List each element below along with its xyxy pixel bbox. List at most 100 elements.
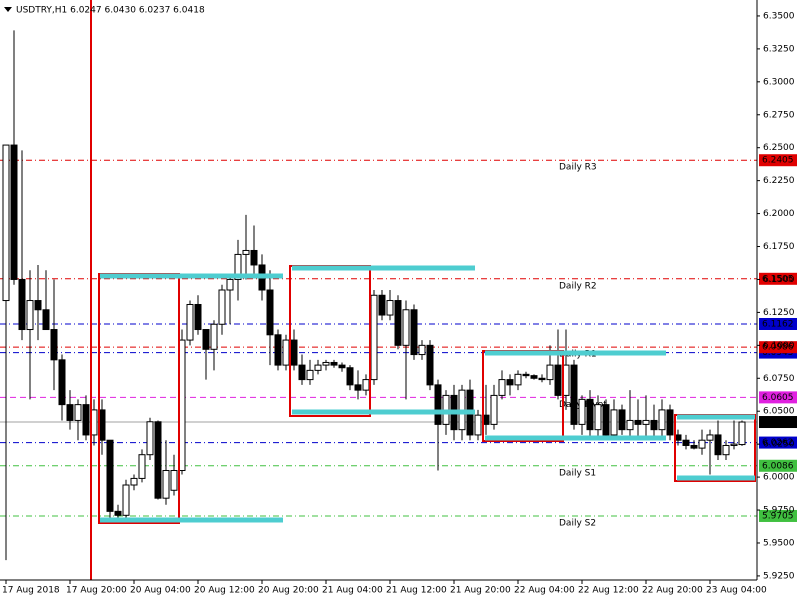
level-label: Daily S1 (559, 468, 596, 478)
candle-body (354, 384, 362, 391)
chart-title: USDTRY,H1 6.0247 6.0430 6.0237 6.0418 (16, 6, 205, 16)
candle-body (250, 249, 258, 266)
candle-body (410, 309, 418, 356)
y-tick-label: 6.0000 (763, 473, 795, 483)
candle-body (106, 439, 114, 512)
candle-body (730, 443, 738, 446)
price-tag (759, 391, 797, 404)
y-tick-label: 6.1000 (763, 341, 795, 351)
candle-body (386, 300, 394, 316)
candle-body (274, 334, 282, 366)
candle-body (650, 419, 658, 431)
candle-body (402, 309, 410, 346)
x-tick-label: 20 Aug 04:00 (130, 586, 191, 596)
candle-body (378, 294, 386, 316)
zone-lines (100, 265, 755, 523)
candle-body (130, 477, 138, 486)
candle-body (530, 375, 538, 379)
candle-body (642, 419, 650, 425)
candle-body (282, 339, 290, 366)
price-tag (759, 341, 797, 354)
price-tag (759, 154, 797, 167)
candle-body (394, 300, 402, 346)
x-tick-label: 17 Aug 2018 (2, 586, 60, 596)
x-tick-label: 23 Aug 04:00 (706, 586, 767, 596)
menu-icon[interactable] (4, 7, 12, 12)
y-tick-label: 6.2000 (763, 209, 795, 219)
price-tag-label: 6.0418 (762, 418, 794, 428)
x-tick-label: 17 Aug 20:00 (66, 586, 127, 596)
candle-body (114, 510, 122, 516)
candle-body (362, 379, 370, 391)
candle-body (634, 419, 642, 425)
y-tick-label: 6.1250 (763, 308, 795, 318)
x-tick-label: 21 Aug 12:00 (386, 586, 447, 596)
candle-body (434, 384, 442, 425)
candle-body (586, 398, 594, 431)
candle-body (618, 409, 626, 431)
candle-body (322, 361, 330, 366)
candle-body (522, 373, 530, 377)
candle-body (538, 377, 546, 381)
candle-body (74, 404, 82, 421)
y-tick-label: 6.3000 (763, 77, 795, 87)
candle-body (26, 300, 34, 331)
candle-body (66, 404, 74, 421)
candle-body (242, 249, 250, 255)
candle-body (202, 329, 210, 350)
candle-body (626, 419, 634, 431)
y-tick-label: 5.9750 (763, 506, 795, 516)
candle-body (266, 289, 274, 336)
level-label: Daily R2 (559, 281, 597, 291)
y-tick-label: 6.1500 (763, 275, 795, 285)
candle-body (682, 439, 690, 446)
candle-body (298, 364, 306, 381)
candle-body (2, 144, 10, 302)
price-tag-label: 6.0605 (762, 393, 794, 403)
y-tick-label: 6.3250 (763, 44, 795, 54)
price-tag-label: 6.1162 (762, 319, 794, 329)
candle-body (162, 470, 170, 499)
x-tick-label: 21 Aug 04:00 (322, 586, 383, 596)
candle-body (578, 398, 586, 425)
candle-body (18, 278, 26, 331)
candle-body (122, 484, 130, 516)
price-tag-label: 6.1505 (762, 274, 794, 284)
price-tag-label: 5.9705 (762, 511, 794, 521)
candle-body (570, 364, 578, 425)
y-tick-label: 5.9250 (763, 571, 795, 581)
candle-body (306, 369, 314, 381)
candle-body (426, 344, 434, 386)
candle-body (210, 323, 218, 350)
candle-body (418, 344, 426, 356)
x-tick-label: 22 Aug 12:00 (578, 586, 639, 596)
candle-body (10, 144, 18, 280)
candles (2, 30, 746, 561)
candle-body (594, 404, 602, 431)
candle-body (82, 404, 90, 436)
candle-body (738, 421, 746, 446)
candle-body (34, 300, 42, 311)
candle-body (658, 409, 666, 431)
candle-body (146, 421, 154, 456)
candle-body (546, 364, 554, 381)
x-tick-label: 22 Aug 20:00 (642, 586, 703, 596)
price-tag-label: 6.2405 (762, 156, 794, 166)
y-tick-label: 5.9500 (763, 538, 795, 548)
candle-body (58, 359, 66, 406)
price-tag (759, 416, 797, 429)
candle-body (314, 364, 322, 371)
price-tag (759, 436, 797, 449)
candle-body (554, 364, 562, 396)
candle-body (506, 379, 514, 386)
y-tick-label: 6.0750 (763, 374, 795, 384)
candle-body (498, 379, 506, 396)
y-tick-label: 6.2250 (763, 176, 795, 186)
price-tags: 6.24056.15056.11626.09456.09866.06056.02… (759, 154, 797, 522)
x-tick-label: 20 Aug 12:00 (194, 586, 255, 596)
candle-body (50, 329, 58, 361)
candle-body (690, 444, 698, 449)
candle-body (186, 303, 194, 341)
